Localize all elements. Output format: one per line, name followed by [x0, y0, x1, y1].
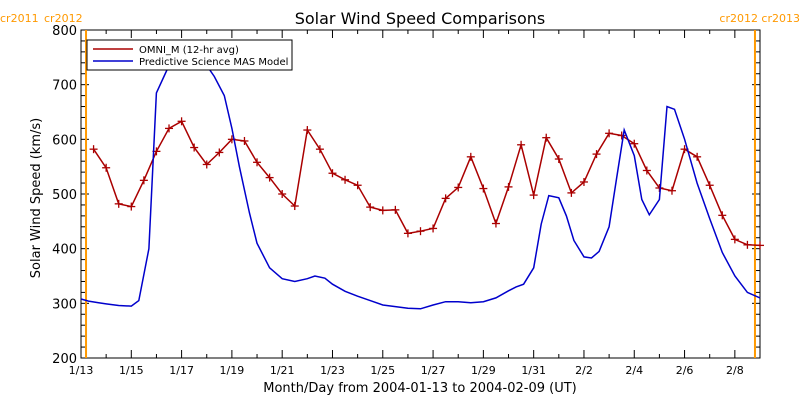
data-point	[504, 182, 513, 191]
x-tick-label: 1/21	[270, 364, 295, 377]
data-point	[190, 143, 199, 152]
legend-label: OMNI_M (12-hr avg)	[139, 45, 239, 56]
data-point	[265, 173, 274, 182]
data-point	[391, 205, 400, 214]
x-tick-label: 1/13	[69, 364, 94, 377]
y-tick-label: 400	[52, 243, 77, 258]
x-tick-label: 1/15	[119, 364, 144, 377]
data-point	[529, 191, 538, 200]
data-point	[517, 140, 526, 149]
data-point	[328, 169, 337, 178]
x-tick-label: 2/2	[575, 364, 593, 377]
data-point	[642, 166, 651, 175]
data-point	[139, 176, 148, 185]
data-point	[454, 183, 463, 192]
data-point	[416, 227, 425, 236]
data-point	[127, 202, 136, 211]
data-point	[353, 181, 362, 190]
data-point	[667, 186, 676, 195]
data-point	[554, 155, 563, 164]
data-point	[114, 199, 123, 208]
data-point	[617, 131, 626, 140]
x-tick-label: 1/25	[370, 364, 395, 377]
data-point	[542, 133, 551, 142]
x-tick-label: 1/23	[320, 364, 345, 377]
data-point	[102, 163, 111, 172]
data-point	[592, 150, 601, 159]
data-point	[215, 148, 224, 157]
legend-label: Predictive Science MAS Model	[139, 57, 288, 68]
data-point	[165, 124, 174, 133]
series-line-0	[92, 120, 761, 247]
data-point	[756, 241, 764, 250]
y-tick-label: 500	[52, 188, 77, 203]
x-tick-label: 1/17	[169, 364, 194, 377]
data-point	[89, 145, 98, 154]
carrington-label: cr2012	[44, 12, 83, 25]
data-point	[605, 129, 614, 138]
data-point	[567, 188, 576, 197]
data-point	[718, 211, 727, 220]
y-tick-label: 300	[52, 297, 77, 312]
x-tick-label: 1/29	[471, 364, 496, 377]
data-point	[491, 219, 500, 228]
data-point	[341, 175, 350, 184]
data-point	[177, 117, 186, 126]
data-point	[479, 184, 488, 193]
x-tick-label: 2/6	[676, 364, 694, 377]
y-tick-label: 700	[52, 79, 77, 94]
data-point	[630, 139, 639, 148]
x-tick-label: 2/8	[726, 364, 744, 377]
data-point	[705, 181, 714, 190]
x-axis-label: Month/Day from 2004-01-13 to 2004-02-09 …	[263, 381, 576, 396]
y-tick-label: 600	[52, 133, 77, 148]
chart-title: Solar Wind Speed Comparisons	[295, 9, 546, 28]
x-tick-label: 1/31	[521, 364, 546, 377]
data-point	[378, 206, 387, 215]
x-tick-label: 2/4	[625, 364, 643, 377]
y-axis-label: Solar Wind Speed (km/s)	[29, 118, 44, 278]
data-point	[730, 235, 739, 244]
data-point	[441, 194, 450, 203]
legend: OMNI_M (12-hr avg)Predictive Science MAS…	[86, 39, 293, 71]
carrington-label: cr2011	[0, 12, 39, 25]
data-point	[743, 240, 752, 249]
data-point	[202, 160, 211, 169]
legend-box	[86, 39, 293, 71]
carrington-label: cr2012	[719, 12, 758, 25]
data-point	[466, 152, 475, 161]
x-tick-label: 1/27	[421, 364, 446, 377]
y-tick-label: 200	[52, 352, 77, 367]
carrington-label: cr2013	[761, 12, 800, 25]
data-point	[579, 177, 588, 186]
data-point	[303, 126, 312, 135]
data-point	[366, 203, 375, 212]
series-line-1	[80, 58, 761, 310]
plot-marks: cr2011 cr2012 cr2012 cr2013	[0, 12, 800, 358]
data-point	[693, 152, 702, 161]
data-point	[253, 158, 262, 167]
data-point	[315, 145, 324, 154]
y-tick-label: 800	[52, 24, 77, 39]
data-point	[290, 202, 299, 211]
x-tick-label: 1/19	[220, 364, 245, 377]
data-point	[278, 190, 287, 198]
data-point	[429, 224, 438, 233]
data-point	[240, 136, 249, 145]
plot-frame: 200 300 400 500 600 700 800 1/13 1/15 1/17 1/19 1/2…	[52, 24, 761, 377]
data-point	[403, 229, 412, 238]
